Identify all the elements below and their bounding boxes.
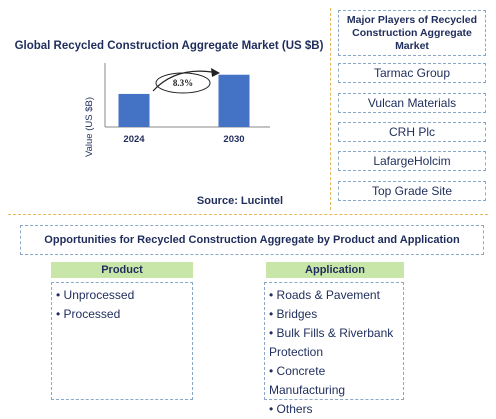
growth-arrowhead [211, 68, 220, 77]
application-heading: Application [266, 262, 404, 278]
product-item: Processed [56, 305, 188, 324]
player-item: Tarmac Group [338, 63, 486, 83]
x-tick-label: 2030 [223, 134, 244, 145]
bar-2024 [118, 93, 150, 127]
chart-source: Source: Lucintel [196, 195, 284, 207]
opportunities-title: Opportunities for Recycled Construction … [20, 225, 484, 255]
bar-chart: Value (US $B) 2024 2030 8.3% [84, 63, 270, 157]
horizontal-divider [8, 214, 488, 215]
product-list: Unprocessed Processed [51, 282, 193, 400]
player-item: Top Grade Site [338, 181, 486, 201]
application-item: Others [269, 400, 399, 419]
vertical-divider [330, 8, 331, 210]
growth-annotation-label: 8.3% [173, 78, 193, 88]
players-title: Major Players of Recycled Construction A… [338, 10, 486, 56]
product-heading: Product [51, 262, 193, 278]
player-item: Vulcan Materials [338, 93, 486, 113]
growth-arrow [152, 70, 213, 92]
application-list: Roads & Pavement Bridges Bulk Fills & Ri… [264, 282, 404, 416]
x-tick-label: 2024 [123, 134, 145, 145]
application-item: Bridges [269, 305, 399, 324]
product-item: Unprocessed [56, 286, 188, 305]
chart-title: Global Recycled Construction Aggregate M… [14, 40, 324, 52]
application-item: Bulk Fills & Riverbank Protection [269, 324, 399, 362]
player-item: LafargeHolcim [338, 151, 486, 171]
application-item: Concrete Manufacturing [269, 362, 399, 400]
player-item: CRH Plc [338, 122, 486, 142]
application-item: Roads & Pavement [269, 286, 399, 305]
bar-2030 [218, 74, 250, 127]
y-axis-label: Value (US $B) [84, 97, 95, 157]
